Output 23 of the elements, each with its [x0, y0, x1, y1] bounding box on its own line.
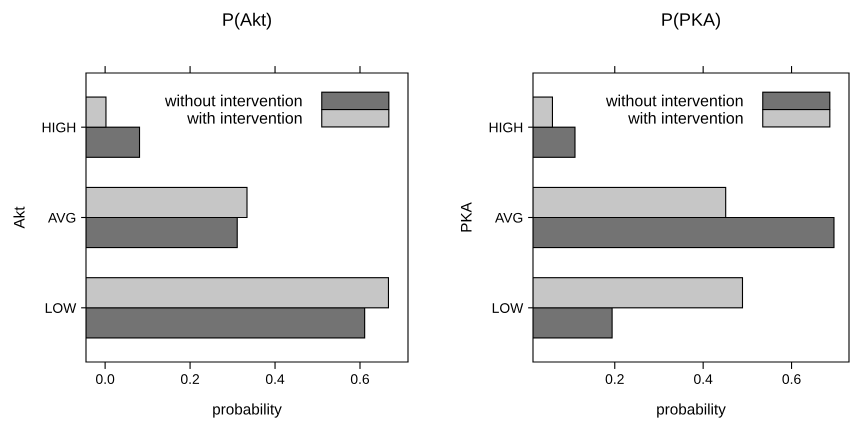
legend-label: with intervention — [628, 112, 743, 124]
x-tick-label: 0.6 — [350, 374, 370, 384]
y-tick-label: AVG — [48, 212, 76, 223]
legend-label: without intervention — [164, 94, 302, 106]
x-tick-label: 0.2 — [606, 374, 624, 384]
chart-title: P(Akt) — [223, 12, 271, 30]
x-tick-label: 0.4 — [694, 374, 712, 384]
y-axis-title: Akt — [13, 206, 25, 229]
x-tick-label: 0.6 — [782, 374, 801, 384]
x-tick-label: 0.4 — [266, 374, 284, 384]
x-tick-label: 0.2 — [180, 374, 200, 384]
y-tick-label: LOW — [46, 303, 76, 313]
x-axis-title: probability — [657, 403, 726, 418]
x-tick-label: 0.0 — [96, 374, 114, 384]
y-tick-label: LOW — [492, 303, 524, 313]
y-axis-title: PKA — [460, 202, 472, 232]
y-tick-label: HIGH — [42, 122, 76, 132]
legend-label: without intervention — [606, 94, 743, 106]
y-tick-label: HIGH — [490, 122, 522, 132]
chart-title: P(PKA) — [662, 12, 720, 30]
legend-label: with intervention — [187, 112, 302, 124]
x-axis-title: probability — [213, 403, 282, 418]
y-tick-label: AVG — [495, 212, 522, 223]
